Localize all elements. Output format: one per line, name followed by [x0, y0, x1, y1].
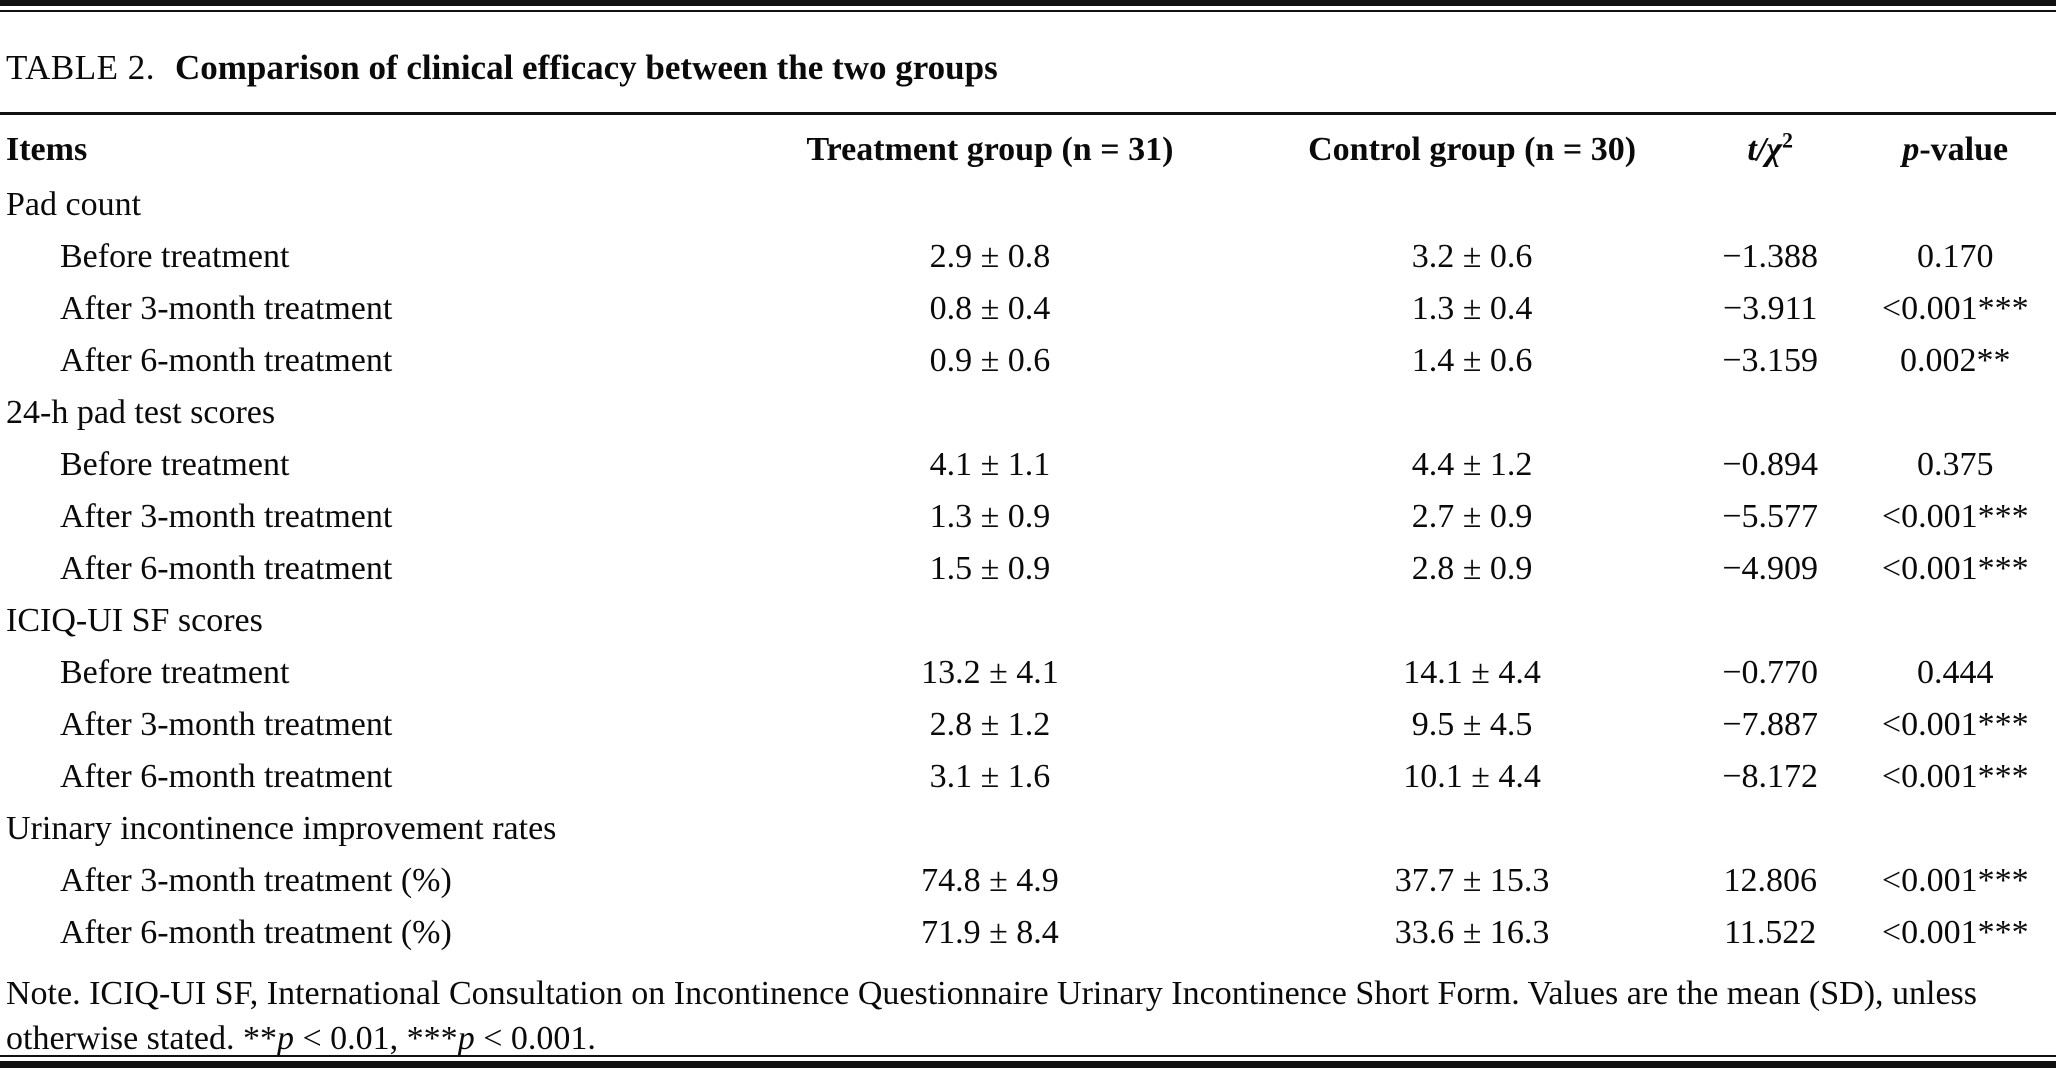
cell-item: After 6-month treatment	[60, 342, 393, 379]
cell-stat: −0.894	[1722, 446, 1819, 483]
cell-control: 2.7 ± 0.9	[1411, 498, 1533, 535]
table-title-text: Comparison of clinical efficacy between …	[174, 48, 998, 87]
cell-control: 10.1 ± 4.4	[1403, 758, 1541, 795]
section-row-pad-test: 24-h pad test scores	[0, 387, 2056, 439]
bottom-thin-rule	[0, 1055, 2056, 1057]
section-row-pad-count: Pad count	[0, 179, 2056, 231]
section-row-improvement: Urinary incontinence improvement rates	[0, 803, 2056, 855]
cell-item: After 6-month treatment	[60, 550, 393, 587]
cell-control: 1.3 ± 0.4	[1411, 290, 1533, 327]
bottom-thick-rule	[0, 1061, 2056, 1068]
cell-stat: −7.887	[1722, 706, 1819, 743]
cell-treatment: 2.8 ± 1.2	[929, 706, 1051, 743]
column-header-stat: t/χ2	[1747, 127, 1794, 168]
cell-pvalue: 0.375	[1916, 446, 1994, 483]
cell-stat: −4.909	[1722, 550, 1819, 587]
cell-control: 4.4 ± 1.2	[1411, 446, 1533, 483]
cell-stat: −3.911	[1722, 290, 1818, 327]
top-thin-rule	[0, 10, 2056, 12]
cell-pvalue: <0.001***	[1881, 498, 2029, 535]
table-row: After 6-month treatment (%) 71.9 ± 8.4 3…	[0, 907, 2056, 959]
column-header-items: Items	[6, 131, 88, 168]
cell-control: 3.2 ± 0.6	[1411, 238, 1533, 275]
cell-pvalue: <0.001***	[1881, 706, 2029, 743]
cell-pvalue: <0.001***	[1881, 914, 2029, 951]
cell-item: Before treatment	[60, 446, 290, 483]
cell-treatment: 13.2 ± 4.1	[921, 654, 1059, 691]
cell-pvalue: 0.002**	[1899, 342, 2011, 379]
table-row: After 3-month treatment 1.3 ± 0.9 2.7 ± …	[0, 491, 2056, 543]
table-row: After 3-month treatment 2.8 ± 1.2 9.5 ± …	[0, 699, 2056, 751]
cell-control: 14.1 ± 4.4	[1403, 654, 1541, 691]
cell-treatment: 74.8 ± 4.9	[921, 862, 1059, 899]
section-label: Pad count	[6, 186, 142, 223]
cell-item: Before treatment	[60, 238, 290, 275]
section-row-iciq: ICIQ-UI SF scores	[0, 595, 2056, 647]
clinical-efficacy-table: Items Treatment group (n = 31) Control g…	[0, 115, 2056, 959]
top-thick-rule	[0, 0, 2056, 6]
cell-pvalue: 0.170	[1916, 238, 1994, 275]
cell-treatment: 0.9 ± 0.6	[929, 342, 1051, 379]
cell-control: 1.4 ± 0.6	[1411, 342, 1533, 379]
cell-item: After 3-month treatment	[60, 498, 393, 535]
cell-treatment: 1.5 ± 0.9	[929, 550, 1051, 587]
cell-stat: −0.770	[1722, 654, 1819, 691]
section-label: Urinary incontinence improvement rates	[6, 810, 557, 847]
table-row: After 3-month treatment 0.8 ± 0.4 1.3 ± …	[0, 283, 2056, 335]
table-row: Before treatment 4.1 ± 1.1 4.4 ± 1.2 −0.…	[0, 439, 2056, 491]
column-header-pvalue: p-value	[1902, 131, 2009, 168]
cell-control: 9.5 ± 4.5	[1411, 706, 1533, 743]
cell-item: After 3-month treatment	[60, 290, 393, 327]
cell-item: After 3-month treatment (%)	[60, 862, 452, 899]
cell-stat: 12.806	[1723, 862, 1817, 899]
cell-stat: −8.172	[1722, 758, 1819, 795]
table-row: After 6-month treatment 3.1 ± 1.6 10.1 ±…	[0, 751, 2056, 803]
cell-stat: 11.522	[1724, 914, 1817, 951]
cell-treatment: 1.3 ± 0.9	[929, 498, 1051, 535]
table-number-label: TABLE 2.	[6, 48, 155, 87]
cell-item: After 3-month treatment	[60, 706, 393, 743]
table-note: Note. ICIQ-UI SF, International Consulta…	[6, 975, 1978, 1057]
column-header-treatment: Treatment group (n = 31)	[806, 131, 1174, 168]
page-title: TABLE 2. Comparison of clinical efficacy …	[0, 12, 2056, 112]
header-top-rule	[0, 112, 2056, 115]
column-header-control: Control group (n = 30)	[1308, 131, 1637, 168]
cell-treatment: 2.9 ± 0.8	[929, 238, 1051, 275]
cell-pvalue: <0.001***	[1881, 290, 2029, 327]
cell-treatment: 4.1 ± 1.1	[929, 446, 1051, 483]
cell-pvalue: <0.001***	[1881, 550, 2029, 587]
bottom-rules	[0, 1055, 2056, 1068]
cell-control: 33.6 ± 16.3	[1394, 914, 1550, 951]
cell-treatment: 71.9 ± 8.4	[921, 914, 1059, 951]
cell-pvalue: <0.001***	[1881, 862, 2029, 899]
cell-item: After 6-month treatment	[60, 758, 393, 795]
cell-item: Before treatment	[60, 654, 290, 691]
cell-stat: −3.159	[1722, 342, 1819, 379]
cell-treatment: 0.8 ± 0.4	[929, 290, 1051, 327]
cell-pvalue: 0.444	[1916, 654, 1994, 691]
cell-control: 2.8 ± 0.9	[1411, 550, 1533, 587]
section-label: ICIQ-UI SF scores	[6, 602, 263, 639]
table-row: Before treatment 2.9 ± 0.8 3.2 ± 0.6 −1.…	[0, 231, 2056, 283]
cell-stat: −5.577	[1722, 498, 1819, 535]
table-row: Before treatment 13.2 ± 4.1 14.1 ± 4.4 −…	[0, 647, 2056, 699]
header-row: Items Treatment group (n = 31) Control g…	[0, 115, 2056, 179]
table-row: After 6-month treatment 1.5 ± 0.9 2.8 ± …	[0, 543, 2056, 595]
table-row: After 6-month treatment 0.9 ± 0.6 1.4 ± …	[0, 335, 2056, 387]
section-label: 24-h pad test scores	[6, 394, 276, 431]
cell-treatment: 3.1 ± 1.6	[929, 758, 1051, 795]
cell-pvalue: <0.001***	[1881, 758, 2029, 795]
table-row: After 3-month treatment (%) 74.8 ± 4.9 3…	[0, 855, 2056, 907]
cell-control: 37.7 ± 15.3	[1394, 862, 1550, 899]
cell-stat: −1.388	[1722, 238, 1819, 275]
note-text: Note. ICIQ-UI SF, International Consulta…	[6, 975, 1978, 1057]
cell-item: After 6-month treatment (%)	[60, 914, 452, 951]
